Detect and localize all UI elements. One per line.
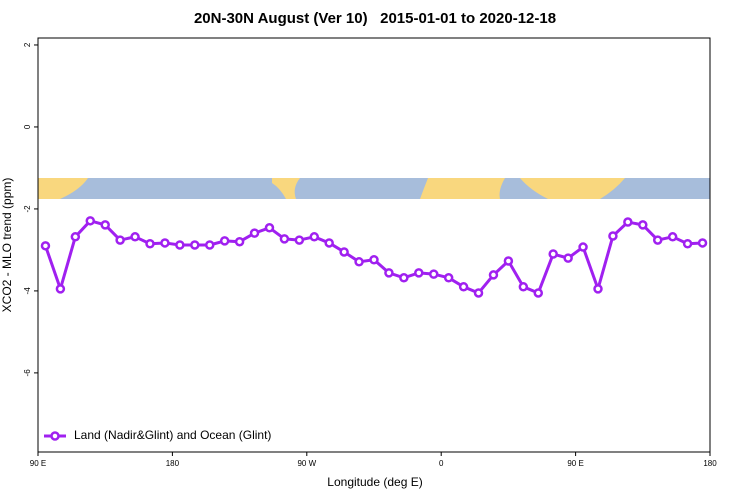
data-point — [279, 234, 290, 244]
data-point — [667, 232, 678, 242]
data-point — [145, 239, 155, 249]
data-point — [458, 282, 469, 292]
x-axis-title: Longitude (deg E) — [327, 475, 422, 489]
y-tick-label: 0 — [23, 124, 32, 129]
x-tick-label: 90 E — [30, 459, 46, 468]
data-point — [309, 232, 320, 242]
map-land — [272, 178, 300, 199]
data-point — [324, 238, 334, 248]
plot-frame — [37, 37, 711, 453]
data-point — [623, 217, 633, 227]
data-point — [533, 288, 544, 298]
data-point — [339, 247, 349, 257]
map-strip — [38, 178, 710, 199]
data-point — [100, 220, 110, 230]
x-tick-label: 180 — [166, 459, 180, 468]
chart-title: 20N-30N August (Ver 10) 2015-01-01 to 20… — [194, 10, 556, 27]
data-point — [428, 269, 439, 279]
data-point — [518, 282, 529, 292]
data-point — [40, 241, 51, 251]
data-point — [115, 235, 125, 245]
map-land — [38, 178, 88, 199]
data-point — [175, 240, 185, 250]
map-land — [520, 178, 625, 199]
data-point — [160, 238, 170, 248]
data-point — [85, 216, 96, 226]
data-point — [294, 235, 305, 245]
data-point — [70, 232, 81, 242]
x-tick-label: 0 — [439, 459, 444, 468]
data-point — [249, 228, 260, 238]
x-tick-label: 180 — [703, 459, 717, 468]
x-tick-label: 90 W — [297, 459, 316, 468]
data-point — [682, 239, 693, 249]
data-point — [354, 257, 364, 267]
data-point — [264, 223, 275, 233]
data-point — [399, 273, 409, 283]
data-point — [608, 231, 618, 241]
data-point — [503, 256, 514, 266]
data-point — [234, 236, 245, 247]
data-point — [55, 284, 66, 294]
y-tick-label: -2 — [23, 205, 32, 213]
map-land — [420, 178, 505, 199]
data-point — [638, 220, 648, 230]
data-point — [488, 270, 499, 280]
legend-label: Land (Nadir&Glint) and Ocean (Glint) — [74, 428, 271, 442]
data-point — [369, 255, 379, 265]
data-point — [593, 284, 603, 294]
data-point — [578, 242, 588, 252]
y-axis-title: XCO2 - MLO trend (ppm) — [0, 178, 14, 313]
data-point — [190, 240, 200, 250]
x-tick-label: 90 E — [567, 459, 583, 468]
y-tick-label: -6 — [23, 369, 32, 377]
data-point — [204, 240, 215, 250]
data-point — [473, 288, 484, 298]
data-point — [443, 273, 454, 283]
y-tick-label: 2 — [23, 42, 32, 47]
legend-marker — [50, 431, 60, 441]
data-point — [130, 232, 140, 242]
data-point — [563, 253, 573, 263]
data-point — [414, 268, 424, 278]
data-point — [219, 236, 230, 246]
y-tick-label: -4 — [23, 287, 32, 295]
data-point — [384, 268, 394, 278]
data-point — [697, 238, 708, 248]
data-point — [548, 249, 558, 259]
data-point — [652, 235, 663, 245]
